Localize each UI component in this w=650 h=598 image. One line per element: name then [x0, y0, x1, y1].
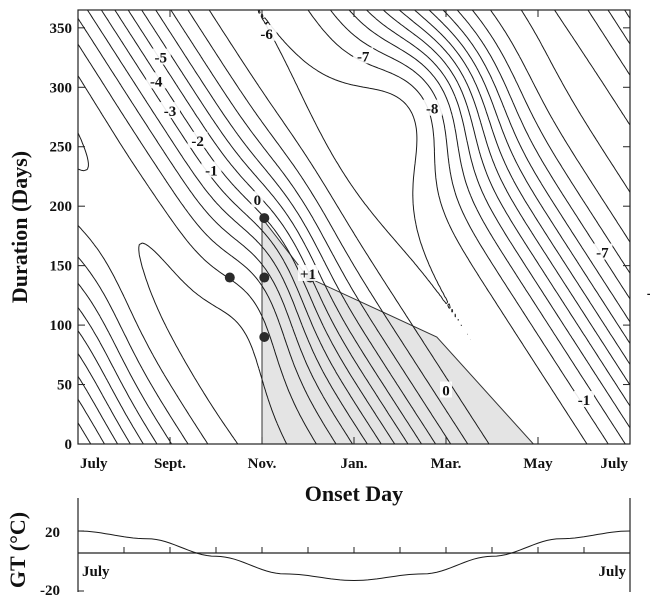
contour-label-bg	[422, 99, 443, 116]
contour-label-bg	[251, 191, 264, 208]
y-axis-ticks: 0 50 100 150 200 250 300 350	[50, 21, 630, 453]
y-tick-label: 300	[50, 80, 73, 96]
x-tick-label: May	[523, 456, 553, 472]
contour-label-bg	[647, 387, 650, 404]
ground-temperature-plot: 20 -20 July July GT (°C)	[5, 498, 631, 598]
contour-label: -6	[647, 286, 650, 302]
gt-x-tick-start: July	[82, 564, 110, 580]
contour-label-bg	[256, 24, 277, 41]
contour-label: -2	[191, 134, 204, 150]
contour-label-bg	[643, 283, 650, 300]
contour-label: -1	[205, 164, 218, 180]
contour-label-bg	[150, 48, 171, 65]
contour-level	[78, 10, 630, 444]
contour-level	[78, 10, 630, 444]
data-point	[259, 331, 270, 342]
shaded-region	[261, 216, 535, 444]
contour-level	[170, 10, 626, 444]
contour-label: -3	[164, 104, 177, 120]
contour-level	[78, 10, 630, 444]
y-tick-label: 200	[50, 199, 73, 215]
contour-label: +1	[300, 267, 316, 283]
contour-label-bg	[160, 102, 180, 119]
contour-lines	[78, 10, 630, 444]
contour-level	[78, 10, 630, 444]
contour-level	[78, 10, 630, 444]
x-tick-label: Jan.	[340, 456, 367, 472]
contour-label: -8	[426, 102, 439, 118]
contour-label: -5	[155, 51, 168, 67]
contour-level	[78, 10, 630, 444]
contour-level	[257, 10, 471, 340]
contour-label: -1	[578, 393, 591, 409]
contour-label-bg	[201, 161, 222, 178]
x-tick-label: July	[600, 456, 628, 472]
y-tick-label: 50	[57, 378, 72, 394]
y-tick-label: 0	[65, 437, 73, 453]
gt-y-tick-neg20: -20	[40, 583, 60, 598]
contour-label: -7	[596, 246, 609, 262]
contour-label: -7	[357, 49, 370, 65]
contour-label-bg	[353, 47, 374, 64]
data-point	[224, 272, 235, 283]
contour-label-bg	[146, 72, 167, 89]
data-point	[259, 213, 270, 224]
contour-label-bg	[440, 381, 452, 398]
x-axis-title: Onset Day	[305, 481, 403, 506]
gt-y-axis-title: GT (°C)	[5, 512, 30, 588]
gt-y-tick-20: 20	[45, 525, 60, 541]
x-tick-label: Mar.	[431, 456, 462, 472]
contour-label-bg	[574, 391, 594, 408]
x-tick-label: Sept.	[154, 456, 186, 472]
contour-label-bg	[592, 243, 613, 260]
y-tick-label: 350	[50, 21, 73, 37]
contour-label-bg	[187, 131, 208, 148]
contour-labels: -6-5-4-3-2-1-7-80+10-1-2-3-4-5-6-7	[146, 24, 650, 409]
y-tick-label: 150	[50, 259, 73, 275]
contour-label: -4	[150, 74, 163, 90]
y-tick-label: 250	[50, 140, 73, 156]
contour-plot: -6-5-4-3-2-1-7-80+10-1-2-3-4-5-6-7 JulyS…	[7, 9, 650, 506]
contour-label: 0	[254, 193, 262, 209]
y-axis-title: Duration (Days)	[7, 151, 32, 303]
x-axis-ticks: July Sept. Nov. Jan. Mar. May July	[77, 10, 631, 472]
contour-level	[78, 10, 630, 444]
y-tick-label: 100	[50, 318, 73, 334]
data-point	[259, 272, 270, 283]
x-tick-label: July	[80, 456, 108, 472]
x-tick-label: Nov.	[248, 456, 277, 472]
gt-x-tick-end: July	[598, 564, 626, 580]
contour-label: 0	[442, 383, 450, 399]
gt-curve	[77, 530, 631, 582]
contour-label: -6	[260, 27, 273, 43]
contour-label-bg	[298, 264, 318, 281]
contour-level	[208, 10, 588, 444]
